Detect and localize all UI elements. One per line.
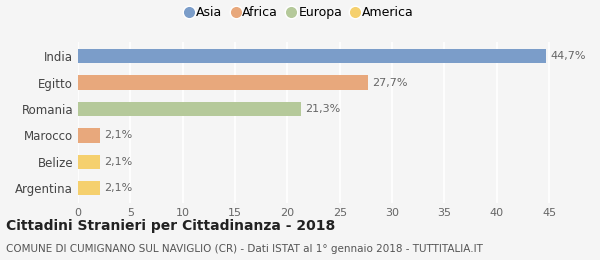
Text: Cittadini Stranieri per Cittadinanza - 2018: Cittadini Stranieri per Cittadinanza - 2… xyxy=(6,219,335,233)
Bar xyxy=(78,181,100,196)
Bar xyxy=(78,102,301,116)
Text: 2,1%: 2,1% xyxy=(104,131,133,140)
Bar xyxy=(78,154,100,169)
Text: COMUNE DI CUMIGNANO SUL NAVIGLIO (CR) - Dati ISTAT al 1° gennaio 2018 - TUTTITAL: COMUNE DI CUMIGNANO SUL NAVIGLIO (CR) - … xyxy=(6,244,483,254)
Text: 2,1%: 2,1% xyxy=(104,157,133,167)
Bar xyxy=(78,49,546,63)
Bar xyxy=(78,75,368,90)
Text: 2,1%: 2,1% xyxy=(104,183,133,193)
Text: 21,3%: 21,3% xyxy=(305,104,340,114)
Text: 27,7%: 27,7% xyxy=(372,77,407,88)
Legend: Asia, Africa, Europa, America: Asia, Africa, Europa, America xyxy=(186,6,414,19)
Bar xyxy=(78,128,100,143)
Text: 44,7%: 44,7% xyxy=(550,51,586,61)
